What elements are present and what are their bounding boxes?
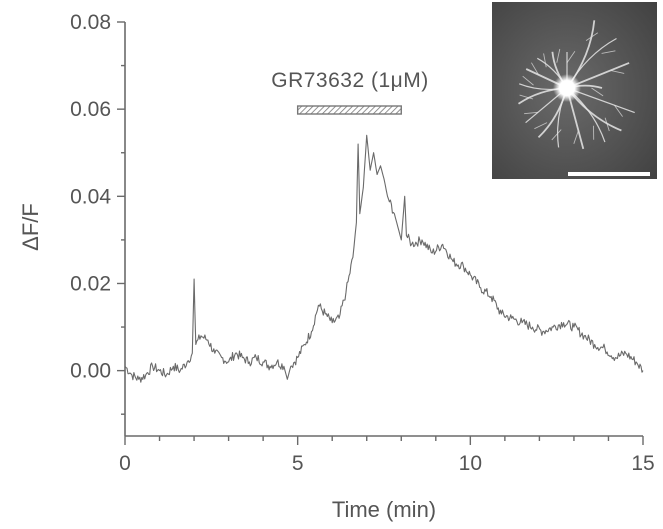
y-tick-label: 0.02	[70, 272, 111, 295]
cell-process-branch	[614, 104, 623, 117]
cell-process-branch	[601, 50, 616, 54]
cell-process-branch	[524, 111, 539, 115]
y-tick-label: 0.04	[70, 185, 111, 208]
cell-process-branch	[556, 48, 561, 63]
x-tick-label: 10	[459, 452, 482, 475]
drug-label: GR73632 (1μM)	[271, 69, 429, 92]
inset-micrograph	[492, 2, 657, 179]
cell-process-branch	[591, 87, 604, 97]
y-tick-label: 0.00	[70, 360, 111, 383]
cell-process-branch	[585, 32, 599, 41]
fluorescence-trace	[124, 134, 644, 383]
cell-process-branch	[551, 129, 562, 141]
y-axis-title: ΔF/F	[18, 203, 43, 251]
y-axis-ticks: 0.00 0.02 0.04 0.06 0.08	[70, 11, 125, 415]
cell-process-branch	[604, 117, 610, 132]
x-tick-label: 5	[292, 452, 304, 475]
x-tick-label: 15	[631, 452, 654, 475]
cell-process-branch	[534, 122, 548, 130]
cell-process-branch	[610, 69, 625, 74]
y-tick-label: 0.06	[70, 98, 111, 121]
x-axis-title: Time (min)	[332, 497, 436, 522]
cell-body	[553, 74, 581, 102]
cell-process-branch	[522, 75, 534, 86]
y-tick-label: 0.08	[70, 11, 111, 34]
x-tick-label: 0	[119, 452, 131, 475]
drug-annotation: GR73632 (1μM)	[271, 69, 429, 115]
cell-process-branch	[531, 62, 539, 75]
cell-process-branch	[543, 53, 547, 68]
cell-process-branch	[566, 50, 576, 64]
drug-application-bar	[296, 105, 402, 115]
cell-process-branch	[519, 94, 534, 100]
x-axis-ticks: 0 5 10 15	[119, 436, 655, 475]
cell-process-branch	[573, 130, 579, 144]
